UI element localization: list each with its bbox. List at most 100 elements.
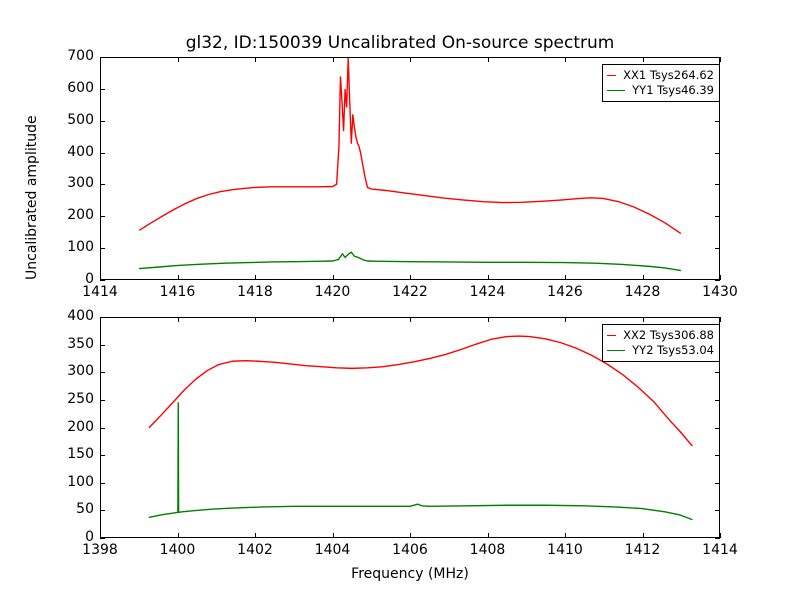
legend-entry: YY1 Tsys46.39 [607,83,714,98]
y-tick-mark [100,455,105,457]
y-tick-mark [715,427,720,429]
x-tick-mark [565,533,566,538]
y-tick-mark [100,248,105,250]
y-tick-mark [715,317,720,318]
figure-title: gl32, ID:150039 Uncalibrated On-source s… [185,33,615,53]
y-tick-mark [100,120,105,122]
y-tick-mark [100,152,105,154]
y-tick-label: 400 [67,308,94,324]
x-tick-label: 1426 [547,284,583,300]
series-line-yy [148,402,693,521]
x-tick-label: 1422 [392,284,428,300]
y-tick-mark [715,248,720,250]
x-tick-mark [255,275,256,280]
legend-label: XX1 Tsys264.62 [623,68,714,82]
x-tick-label: 1420 [314,284,351,300]
x-tick-label: 1412 [624,542,661,558]
x-tick-mark [642,275,644,280]
y-tick-label: 600 [67,79,94,96]
x-tick-label: 1424 [469,284,506,300]
x-tick-label: 1430 [702,284,738,300]
x-tick-mark [255,533,256,538]
y-tick-label: 250 [67,390,94,407]
series-line-xx [148,335,693,447]
x-tick-mark [100,275,101,280]
x-tick-mark [100,533,101,538]
series-line-xx [138,58,682,234]
y-tick-label: 200 [67,418,94,435]
y-tick-mark [100,57,105,58]
x-tick-label: 1410 [547,542,583,558]
x-tick-mark [642,57,644,62]
y-tick-label: 150 [67,446,94,463]
x-tick-mark [100,57,101,62]
x-tick-label: 1416 [159,284,196,300]
y-tick-mark [715,482,720,484]
x-tick-mark [565,57,566,62]
x-axis-label-bottom: Frequency (MHz) [351,566,469,582]
x-tick-mark [642,533,644,538]
y-tick-mark [100,280,105,281]
y-tick-mark [715,57,720,58]
legend-entry: XX2 Tsys306.88 [607,328,714,343]
x-tick-mark [177,317,179,322]
y-tick-mark [100,317,105,318]
y-tick-mark [715,538,720,539]
y-tick-label: 500 [67,111,94,128]
legend-line-swatch-icon [607,335,617,336]
y-tick-label: 100 [67,473,94,490]
y-tick-mark [100,482,105,484]
x-tick-mark [487,317,489,322]
x-tick-mark [410,317,411,322]
y-tick-mark [100,538,105,539]
x-tick-mark [720,275,721,280]
x-tick-mark [332,317,334,322]
y-tick-label: 700 [67,48,94,64]
top-panel-legend: XX1 Tsys264.62 YY1 Tsys46.39 [602,64,720,102]
x-tick-mark [332,57,334,62]
x-tick-label: 1402 [237,542,273,558]
x-tick-mark [487,275,489,280]
x-tick-label: 1406 [392,542,428,558]
y-tick-mark [715,510,720,512]
x-tick-mark [177,533,179,538]
legend-label: XX2 Tsys306.88 [623,328,714,342]
x-tick-mark [100,317,101,322]
x-tick-mark [565,275,566,280]
x-tick-mark [410,275,411,280]
x-tick-mark [487,57,489,62]
y-tick-mark [715,372,720,374]
y-tick-label: 200 [67,207,94,224]
y-tick-mark [715,120,720,122]
x-tick-label: 1414 [702,542,738,558]
x-tick-label: 1428 [624,284,661,300]
y-tick-mark [100,427,105,429]
legend-label: YY1 Tsys46.39 [632,83,714,97]
x-tick-mark [487,533,489,538]
y-tick-mark [100,184,105,186]
legend-entry: XX1 Tsys264.62 [607,68,714,83]
x-tick-mark [565,317,566,322]
y-tick-mark [100,372,105,374]
y-tick-mark [715,216,720,218]
x-tick-mark [642,317,644,322]
x-tick-mark [177,57,179,62]
x-tick-label: 1400 [159,542,196,558]
y-tick-label: 100 [67,239,94,256]
x-tick-mark [410,57,411,62]
y-tick-label: 50 [76,501,94,518]
legend-line-swatch-icon [607,90,626,91]
x-tick-label: 1408 [469,542,506,558]
y-tick-mark [100,88,105,90]
y-tick-mark [715,152,720,154]
y-tick-label: 0 [85,529,94,545]
y-tick-mark [715,455,720,457]
y-axis-label-top: Uncalibrated amplitude [24,115,40,280]
x-tick-mark [177,275,179,280]
y-tick-mark [100,510,105,512]
x-tick-label: 1404 [314,542,351,558]
x-tick-mark [255,317,256,322]
series-line-yy [138,251,682,272]
x-tick-label: 1414 [82,284,118,300]
